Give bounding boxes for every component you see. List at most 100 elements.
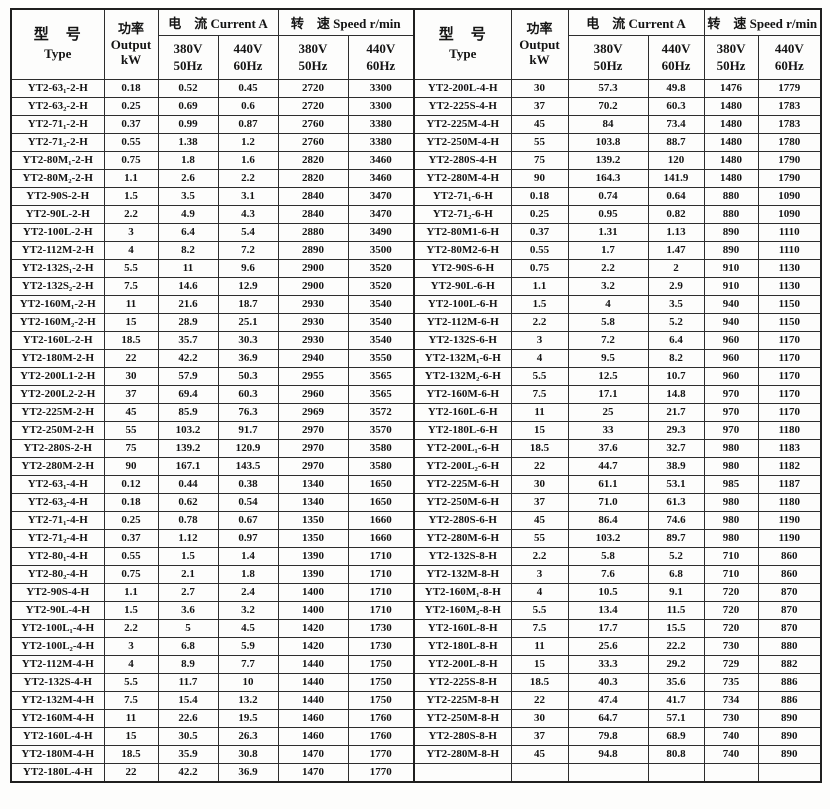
voltage-label: 440V <box>774 40 804 56</box>
right-output-kw-cell: 0.25 <box>510 205 569 224</box>
right-output-kw-cell: 30 <box>510 709 569 728</box>
left-output-kw-cell: 0.55 <box>103 547 159 566</box>
right-current-380v-50hz-cell: 12.5 <box>567 367 649 386</box>
right-speed-380v-50hz-cell: 985 <box>703 475 759 494</box>
left-current-440v-60hz-cell: 0.45 <box>217 79 279 98</box>
right-current-380v-50hz-cell: 70.2 <box>567 97 649 116</box>
right-output-kw-cell: 15 <box>510 655 569 674</box>
right-speed-380v-50hz-cell: 960 <box>703 331 759 350</box>
left-current-380v-50hz-cell: 0.62 <box>157 493 219 512</box>
left-type-cell: YT2-90S-2-H <box>10 187 105 206</box>
right-type-cell: YT2-71₁-6-H <box>413 187 512 206</box>
left-speed-440v-60hz-cell: 3300 <box>347 97 415 116</box>
left-type-cell: YT2-132M-4-H <box>10 691 105 710</box>
table-row: YT2-160M-4-H 11 22.6 19.5 1460 1760 YT2-250M-8… <box>10 709 822 728</box>
right-speed-380v-50hz-cell: 720 <box>703 619 759 638</box>
right-speed-440v-60hz-cell: 870 <box>757 601 822 620</box>
right-speed-440v-60hz-cell: 1090 <box>757 205 822 224</box>
right-output-kw-cell: 55 <box>510 529 569 548</box>
left-speed-380v-50hz-cell: 2720 <box>277 79 349 98</box>
right-speed-380v-50hz-cell: 970 <box>703 403 759 422</box>
voltage-label: 440V <box>366 40 396 56</box>
right-speed-380v-50hz-cell: 734 <box>703 691 759 710</box>
right-current-380v-50hz-cell: 103.2 <box>567 529 649 548</box>
voltage-label: 380V <box>173 40 203 56</box>
right-type-cell: YT2-80M2-6-H <box>413 241 512 260</box>
frequency-label: 50Hz <box>716 57 746 73</box>
left-type-cell: YT2-180L-4-H <box>10 763 105 783</box>
right-output-kw-cell: 11 <box>510 403 569 422</box>
right-type-cell: YT2-280M-8-H <box>413 745 512 764</box>
left-speed-440v-header: 440V 60Hz <box>347 35 415 80</box>
right-current-380v-50hz-cell: 40.3 <box>567 673 649 692</box>
left-type-cell: YT2-280M-2-H <box>10 457 105 476</box>
left-speed-440v-60hz-cell: 1650 <box>347 493 415 512</box>
right-current-380v-header: 380V 50Hz <box>567 35 649 80</box>
left-speed-440v-60hz-cell: 3570 <box>347 421 415 440</box>
right-current-380v-50hz-cell: 33.3 <box>567 655 649 674</box>
left-type-cell: YT2-112M-2-H <box>10 241 105 260</box>
right-type-cell: YT2-132S-6-H <box>413 331 512 350</box>
right-type-cell: YT2-250M-6-H <box>413 493 512 512</box>
right-speed-440v-60hz-cell: 1170 <box>757 367 822 386</box>
left-speed-380v-50hz-cell: 2900 <box>277 277 349 296</box>
left-current-380v-50hz-cell: 30.5 <box>157 727 219 746</box>
left-speed-380v-50hz-cell: 2840 <box>277 187 349 206</box>
left-speed-380v-50hz-cell: 2970 <box>277 421 349 440</box>
left-output-kw-cell: 3 <box>103 637 159 656</box>
right-current-380v-50hz-cell: 3.2 <box>567 277 649 296</box>
left-current-380v-50hz-cell: 0.99 <box>157 115 219 134</box>
left-current-380v-50hz-cell: 3.5 <box>157 187 219 206</box>
left-speed-440v-60hz-cell: 3540 <box>347 295 415 314</box>
right-type-cell: YT2-132S-8-H <box>413 547 512 566</box>
right-type-cell: YT2-132M-8-H <box>413 565 512 584</box>
left-type-cell: YT2-80M₂-2-H <box>10 169 105 188</box>
left-speed-380v-50hz-cell: 1350 <box>277 511 349 530</box>
right-current-380v-50hz-cell: 25 <box>567 403 649 422</box>
left-current-440v-60hz-cell: 7.2 <box>217 241 279 260</box>
right-type-cell: YT2-160L-8-H <box>413 619 512 638</box>
left-speed-440v-60hz-cell: 1750 <box>347 691 415 710</box>
right-current-380v-50hz-cell: 5.8 <box>567 313 649 332</box>
right-current-440v-header: 440V 60Hz <box>647 35 705 80</box>
left-type-cell: YT2-132S-4-H <box>10 673 105 692</box>
left-speed-380v-50hz-cell: 1440 <box>277 691 349 710</box>
table-row: YT2-280M-2-H 90 167.1 143.5 2970 3580 YT2-200L… <box>10 457 822 476</box>
right-speed-440v-60hz-cell: 870 <box>757 619 822 638</box>
right-output-header: 功率 Output kW <box>510 8 569 80</box>
left-speed-380v-50hz-cell: 2970 <box>277 457 349 476</box>
right-type-cell: YT2-250M-4-H <box>413 133 512 152</box>
table-row: YT2-100L₁-4-H 2.2 5 4.5 1420 1730 YT2-160L-8-H… <box>10 619 822 638</box>
right-type-cell: YT2-71₂-6-H <box>413 205 512 224</box>
right-current-380v-50hz-cell: 57.3 <box>567 79 649 98</box>
left-output-kw-cell: 0.25 <box>103 511 159 530</box>
left-output-kw-cell: 0.18 <box>103 79 159 98</box>
right-output-kw-cell: 37 <box>510 727 569 746</box>
right-speed-440v-60hz-cell: 860 <box>757 565 822 584</box>
right-type-cell: YT2-90S-6-H <box>413 259 512 278</box>
right-output-kw-cell: 18.5 <box>510 439 569 458</box>
right-speed-440v-60hz-cell: 1110 <box>757 241 822 260</box>
right-speed-380v-50hz-cell: 1480 <box>703 97 759 116</box>
table-body: YT2-63₁-2-H 0.18 0.52 0.45 2720 3300 YT2-200L-… <box>10 79 822 783</box>
left-type-cell: YT2-250M-2-H <box>10 421 105 440</box>
right-output-kw-cell: 5.5 <box>510 367 569 386</box>
left-current-440v-60hz-cell: 0.67 <box>217 511 279 530</box>
right-current-440v-60hz-cell: 68.9 <box>647 727 705 746</box>
right-type-cell: YT2-90L-6-H <box>413 277 512 296</box>
right-speed-380v-50hz-cell: 970 <box>703 385 759 404</box>
right-speed-380v-50hz-cell: 740 <box>703 745 759 764</box>
right-speed-380v-50hz-cell <box>703 763 759 783</box>
left-current-380v-50hz-cell: 0.52 <box>157 79 219 98</box>
left-current-380v-50hz-cell: 22.6 <box>157 709 219 728</box>
right-speed-440v-60hz-cell: 1190 <box>757 529 822 548</box>
left-current-440v-60hz-cell: 60.3 <box>217 385 279 404</box>
left-current-group-header: 电 流 Current A <box>157 8 279 36</box>
right-type-cell: YT2-225M-4-H <box>413 115 512 134</box>
table-row: YT2-160M₁-2-H 11 21.6 18.7 2930 3540 YT2-100L-… <box>10 295 822 314</box>
right-speed-440v-60hz-cell: 1130 <box>757 259 822 278</box>
left-type-cell: YT2-160L-2-H <box>10 331 105 350</box>
right-current-380v-50hz-cell: 0.74 <box>567 187 649 206</box>
left-output-kw-cell: 22 <box>103 763 159 783</box>
left-speed-group-header: 转 速 Speed r/min <box>277 8 415 36</box>
